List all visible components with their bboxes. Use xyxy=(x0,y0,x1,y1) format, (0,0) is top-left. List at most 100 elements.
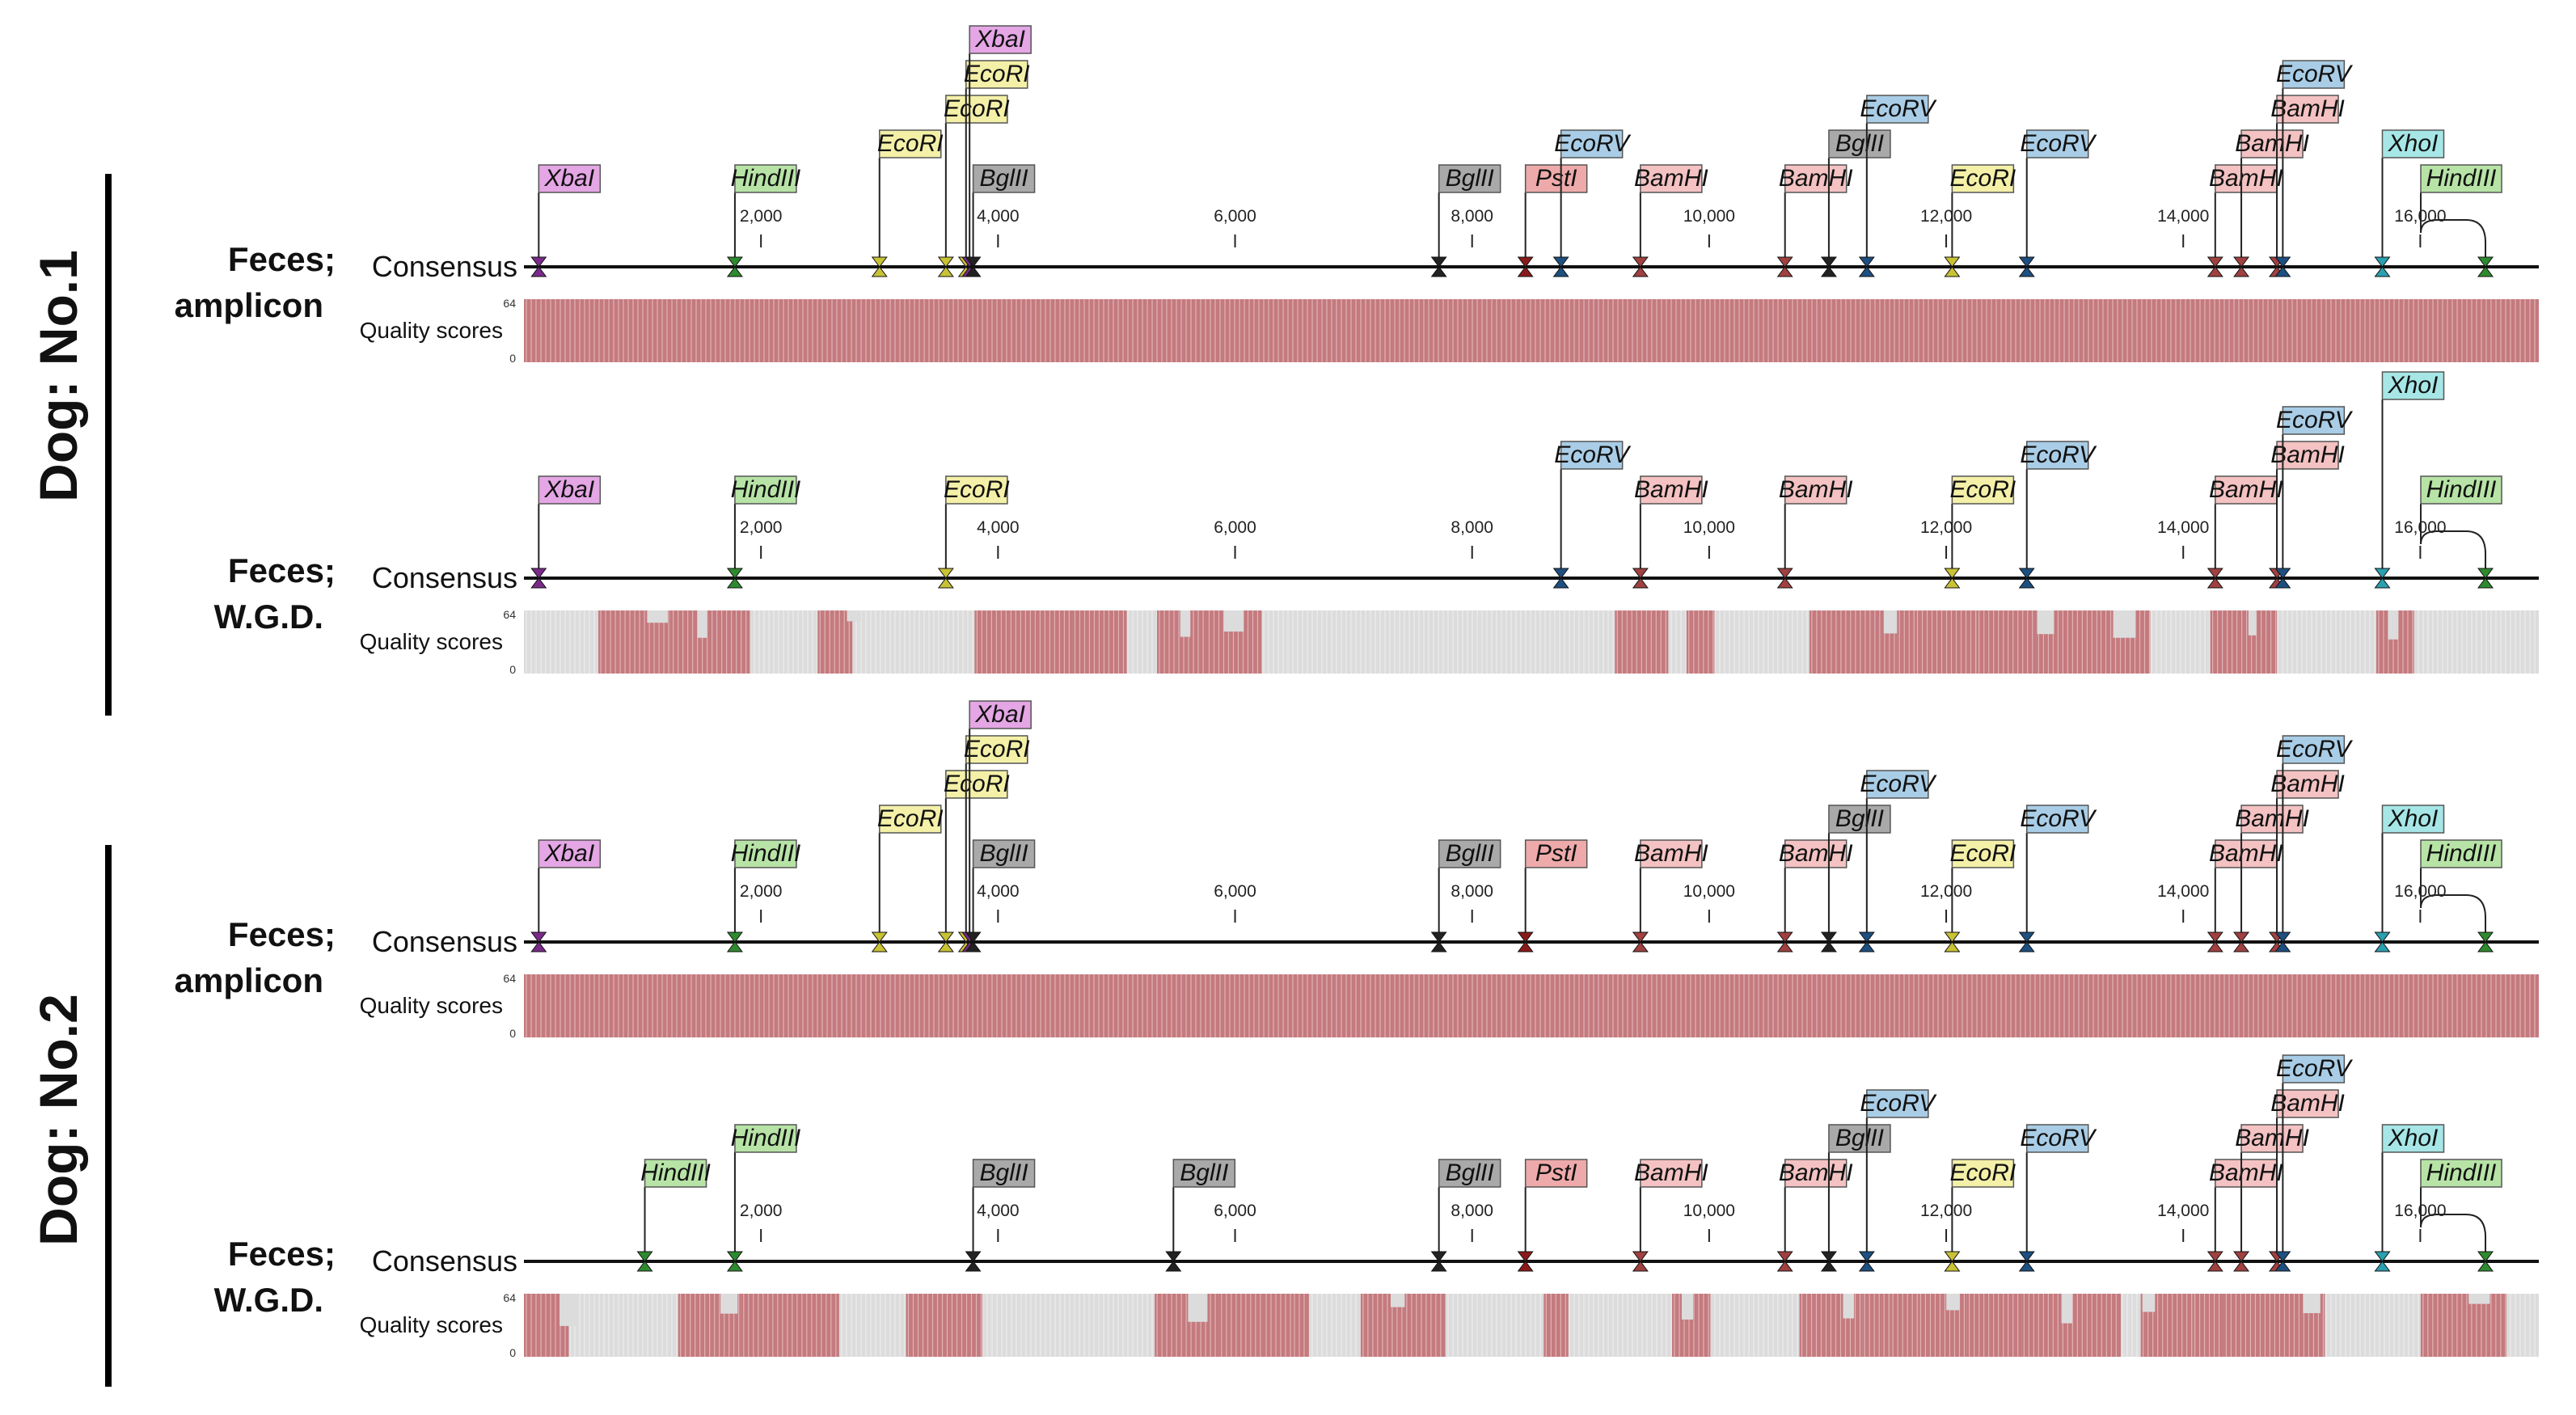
site-connector xyxy=(2420,868,2487,942)
quality-dip xyxy=(2303,1294,2321,1314)
site-marker xyxy=(2374,1261,2391,1272)
site-marker xyxy=(1776,931,1793,943)
quality-background xyxy=(524,974,2539,1037)
enzyme-label-box xyxy=(538,839,602,868)
axis-tick-label: 6,000 xyxy=(1214,1202,1256,1220)
quality-dip xyxy=(1180,610,1191,637)
restriction-site: EcoRV xyxy=(1858,770,1937,952)
site-marker xyxy=(1944,266,1961,277)
quality-dip xyxy=(1682,1294,1694,1320)
site-marker xyxy=(1552,568,1569,579)
enzyme-label-box xyxy=(538,475,602,505)
sample-label-line1: Feces; xyxy=(228,240,336,278)
sample-label-line2: amplicon xyxy=(175,961,323,999)
site-marker xyxy=(2018,568,2035,579)
site-marker xyxy=(1858,1251,1875,1262)
restriction-site: PstI xyxy=(1517,1159,1588,1272)
site-marker xyxy=(1858,931,1875,943)
enzyme-label: PstI xyxy=(1535,1159,1577,1186)
axis-tick-label: 4,000 xyxy=(977,518,1020,537)
enzyme-label-box xyxy=(2025,805,2089,834)
site-marker xyxy=(1820,266,1837,277)
restriction-site: EcoRI xyxy=(937,770,1010,952)
enzyme-label-box xyxy=(2240,1124,2304,1153)
restriction-site: HindIII xyxy=(726,1124,800,1272)
enzyme-label: BglII xyxy=(1835,1125,1884,1151)
restriction-site: BamHI xyxy=(1776,164,1853,277)
enzyme-label: BamHI xyxy=(2235,805,2309,832)
site-marker xyxy=(2018,1261,2035,1272)
site-marker xyxy=(1944,941,1961,952)
axis-tick-label: 14,000 xyxy=(2157,207,2209,226)
quality-dip xyxy=(1946,1294,1960,1311)
site-marker xyxy=(2477,568,2494,579)
enzyme-label-box xyxy=(1640,839,1703,868)
axis-tick-label: 6,000 xyxy=(1214,882,1256,901)
restriction-site: BamHI xyxy=(1632,839,1708,952)
enzyme-label: XbaI xyxy=(543,840,594,867)
quality-block xyxy=(1976,610,2037,674)
enzyme-label-box xyxy=(2240,805,2304,834)
enzyme-label: EcoRV xyxy=(2020,130,2097,157)
site-marker xyxy=(530,266,547,277)
site-marker xyxy=(1632,941,1649,952)
site-marker xyxy=(965,931,982,943)
enzyme-label: EcoRI xyxy=(964,61,1030,87)
enzyme-label: HindIII xyxy=(731,476,801,503)
quality-dip xyxy=(2248,610,2257,636)
enzyme-label-box xyxy=(538,164,602,193)
restriction-site: BamHI xyxy=(2206,839,2283,952)
enzyme-label: HindIII xyxy=(2426,1159,2497,1186)
site-marker xyxy=(2206,1251,2223,1262)
restriction-site: BamHI xyxy=(1776,475,1853,589)
enzyme-label-box xyxy=(1951,839,2015,868)
restriction-site: HindIII xyxy=(2420,164,2502,277)
enzyme-label-box xyxy=(965,60,1028,89)
restriction-site: XhoI xyxy=(2374,129,2445,277)
quality-dip xyxy=(1188,1294,1208,1322)
quality-dip xyxy=(647,610,669,623)
enzyme-label-box xyxy=(734,164,797,193)
quality-max-label: 64 xyxy=(503,1291,516,1304)
enzyme-label: BamHI xyxy=(1634,840,1708,867)
enzyme-label-box xyxy=(1866,1089,1929,1118)
restriction-site: BamHI xyxy=(1776,1159,1853,1272)
quality-dip xyxy=(697,610,707,638)
site-marker xyxy=(2374,577,2391,589)
restriction-site: EcoRV xyxy=(2018,805,2097,952)
site-marker xyxy=(1776,941,1793,952)
restriction-site: XbaI xyxy=(961,25,1032,277)
restriction-site: BamHI xyxy=(1776,839,1853,952)
restriction-site: BglII xyxy=(965,164,1036,277)
quality-scores-label: Quality scores xyxy=(360,629,503,654)
enzyme-label: BamHI xyxy=(2235,130,2309,157)
enzyme-label: EcoRV xyxy=(2276,736,2354,762)
enzyme-label-box xyxy=(1784,839,1848,868)
enzyme-label: BamHI xyxy=(1634,1159,1708,1186)
enzyme-label: EcoRV xyxy=(1554,130,1632,157)
site-marker xyxy=(2018,1251,2035,1262)
enzyme-label-box xyxy=(1640,1159,1703,1188)
restriction-site: BamHI xyxy=(2233,1124,2309,1272)
enzyme-label: BamHI xyxy=(2270,95,2345,122)
restriction-site: PstI xyxy=(1517,839,1588,952)
site-marker xyxy=(2274,1251,2291,1262)
enzyme-label: BglII xyxy=(1835,130,1884,157)
axis-tick-label: 2,000 xyxy=(740,207,783,226)
enzyme-label: EcoRV xyxy=(1860,1090,1937,1117)
axis-tick-label: 8,000 xyxy=(1451,207,1493,226)
quality-min-label: 0 xyxy=(509,1346,516,1359)
axis-tick-label: 4,000 xyxy=(977,207,1020,226)
site-marker xyxy=(1517,1251,1534,1262)
enzyme-label: PstI xyxy=(1535,165,1577,192)
enzyme-label: BamHI xyxy=(2209,840,2283,867)
restriction-site: EcoRV xyxy=(2018,129,2097,277)
enzyme-label: EcoRV xyxy=(2276,61,2354,87)
site-marker xyxy=(2274,266,2291,277)
sample-label-line2: W.G.D. xyxy=(214,1281,323,1319)
quality-block xyxy=(906,1294,982,1357)
site-marker xyxy=(2274,256,2291,268)
axis-tick-label: 8,000 xyxy=(1451,1202,1493,1220)
enzyme-label-box xyxy=(969,700,1032,729)
